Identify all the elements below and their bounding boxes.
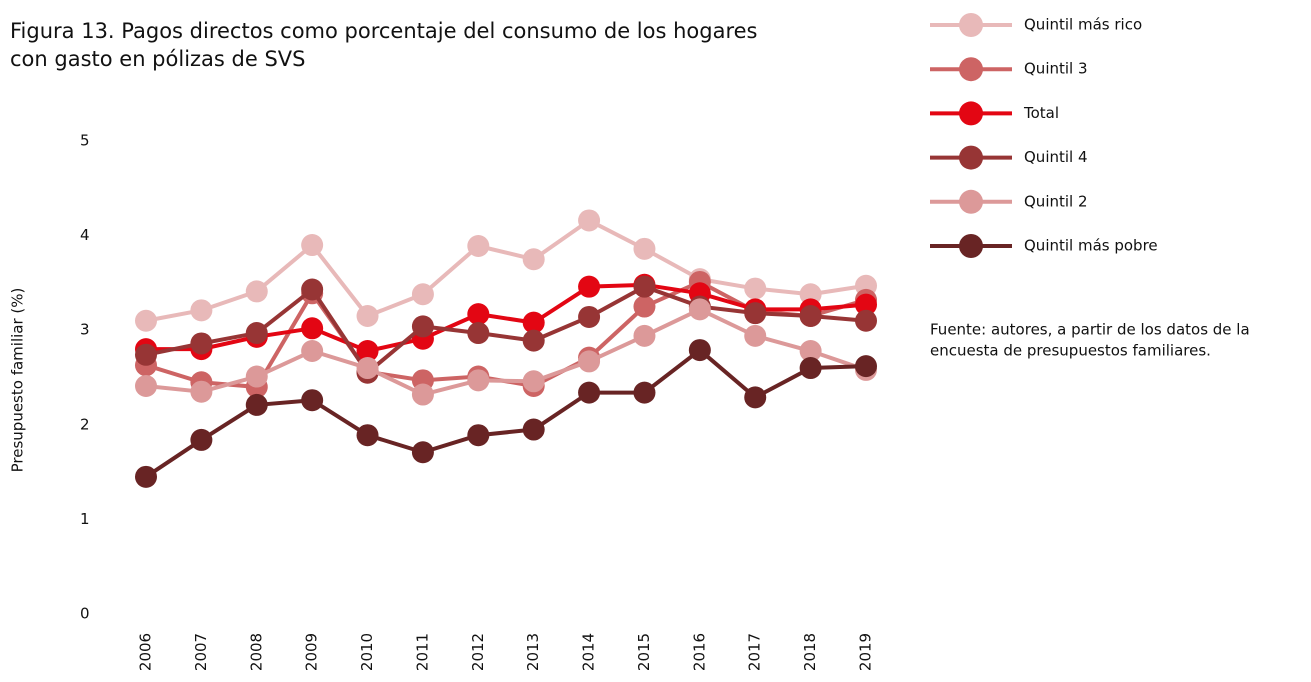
data-point	[578, 275, 601, 298]
chart-title: con gasto en pólizas de SVS	[10, 47, 306, 71]
legend-marker	[959, 145, 983, 170]
data-point	[356, 340, 379, 363]
data-point	[578, 381, 601, 404]
source: encuesta de presupuestos familiares.	[930, 342, 1211, 360]
legend-label: Total	[1023, 104, 1059, 122]
data-point	[633, 324, 656, 347]
legend-label: Quintil 3	[1024, 60, 1088, 78]
y-tick-label: 2	[80, 415, 90, 433]
data-point	[744, 324, 767, 347]
x-tick-label: 2010	[358, 633, 376, 671]
data-point	[245, 393, 268, 416]
data-point	[633, 295, 656, 318]
source: Fuente: autores, a partir de los datos d…	[930, 321, 1250, 339]
data-point	[135, 343, 157, 366]
y-tick-label: 1	[80, 510, 90, 528]
x-tick-label: 2013	[524, 633, 542, 671]
x-tick-label: 2017	[746, 633, 764, 671]
x-tick-label: 2016	[690, 633, 708, 671]
data-point	[522, 418, 545, 441]
x-tick-label: 2019	[857, 633, 875, 671]
data-point	[190, 299, 213, 322]
data-point	[744, 277, 767, 300]
x-tick-label: 2007	[192, 633, 210, 671]
data-point	[467, 235, 490, 258]
data-point	[190, 428, 213, 451]
data-point	[301, 389, 324, 412]
data-point	[190, 332, 213, 355]
y-tick-label: 0	[80, 605, 90, 623]
y-tick-label: 4	[80, 226, 90, 244]
y-tick-label: 3	[80, 321, 90, 339]
data-point	[799, 340, 822, 363]
x-tick-label: 2009	[303, 633, 321, 671]
data-point	[688, 298, 711, 321]
data-point	[301, 340, 324, 363]
x-tick-label: 2008	[247, 633, 265, 671]
data-point	[301, 278, 324, 301]
legend-marker	[959, 57, 983, 82]
data-point	[411, 441, 434, 464]
data-point	[633, 237, 656, 260]
data-point	[744, 302, 767, 325]
y-tick-label: 5	[80, 132, 90, 150]
x-tick-label: 2014	[580, 633, 598, 671]
legend-label: Quintil 4	[1024, 148, 1088, 166]
legend-marker	[959, 13, 983, 37]
data-point	[799, 283, 822, 306]
x-tick-label: 2018	[801, 633, 819, 671]
data-point	[855, 293, 877, 316]
data-point	[578, 350, 601, 373]
data-point	[688, 339, 711, 362]
data-point	[135, 375, 157, 398]
data-point	[356, 357, 379, 380]
data-point	[356, 305, 379, 328]
data-point	[467, 369, 490, 392]
data-point	[633, 275, 656, 298]
data-point	[411, 383, 434, 406]
data-point	[522, 248, 545, 271]
data-point	[522, 329, 545, 352]
legend-label: Quintil más rico	[1024, 16, 1142, 34]
data-point	[135, 465, 157, 488]
data-point	[135, 309, 157, 332]
chart-title: Figura 13. Pagos directos como porcentaj…	[10, 19, 758, 43]
x-tick-label: 2006	[137, 633, 155, 671]
data-point	[245, 280, 268, 303]
data-point	[799, 357, 822, 380]
data-point	[356, 424, 379, 447]
legend-label: Quintil 2	[1024, 192, 1088, 210]
data-point	[411, 283, 434, 306]
legend-marker	[959, 189, 983, 214]
data-point	[578, 209, 601, 232]
data-point	[467, 322, 490, 345]
data-point	[301, 317, 324, 340]
data-point	[744, 386, 767, 409]
data-point	[522, 370, 545, 393]
legend-marker	[959, 234, 983, 258]
data-point	[855, 355, 877, 378]
legend-label: Quintil más pobre	[1024, 237, 1158, 255]
x-tick-label: 2011	[413, 633, 431, 671]
data-point	[301, 234, 324, 257]
data-point	[799, 305, 822, 328]
data-point	[190, 380, 213, 403]
data-point	[522, 311, 545, 334]
legend-marker	[959, 101, 983, 126]
x-tick-label: 2012	[469, 633, 487, 671]
data-point	[411, 315, 434, 338]
data-point	[578, 305, 601, 328]
data-point	[245, 365, 268, 388]
data-point	[633, 381, 656, 404]
data-point	[467, 424, 490, 447]
data-point	[855, 309, 877, 332]
x-tick-label: 2015	[635, 633, 653, 671]
data-point	[245, 322, 268, 345]
data-point	[467, 303, 490, 326]
y-axis-label: Presupuesto familiar (%)	[9, 288, 27, 473]
